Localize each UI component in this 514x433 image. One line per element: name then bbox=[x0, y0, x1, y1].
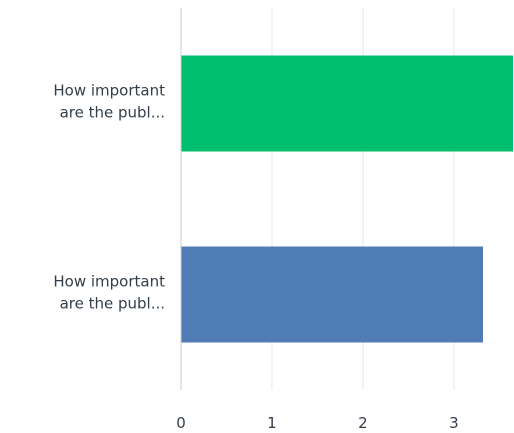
category-label-line: How important bbox=[53, 82, 165, 100]
bar bbox=[181, 246, 483, 343]
x-tick-label: 0 bbox=[176, 414, 186, 432]
category-label-line: How important bbox=[53, 273, 165, 291]
category-label: How important are the publ... bbox=[53, 82, 165, 122]
category-label: How important are the publ... bbox=[53, 273, 165, 313]
x-tick-label: 1 bbox=[267, 414, 277, 432]
x-tick-label: 3 bbox=[449, 414, 459, 432]
category-label-line: are the publ... bbox=[60, 104, 165, 122]
category-label-line: are the publ... bbox=[60, 295, 165, 313]
x-tick-labels: 0 1 2 3 bbox=[176, 414, 458, 432]
x-tick-label: 2 bbox=[358, 414, 368, 432]
category-labels: How important are the publ...How importan… bbox=[53, 82, 165, 313]
bar bbox=[181, 55, 513, 152]
bars bbox=[181, 55, 513, 343]
